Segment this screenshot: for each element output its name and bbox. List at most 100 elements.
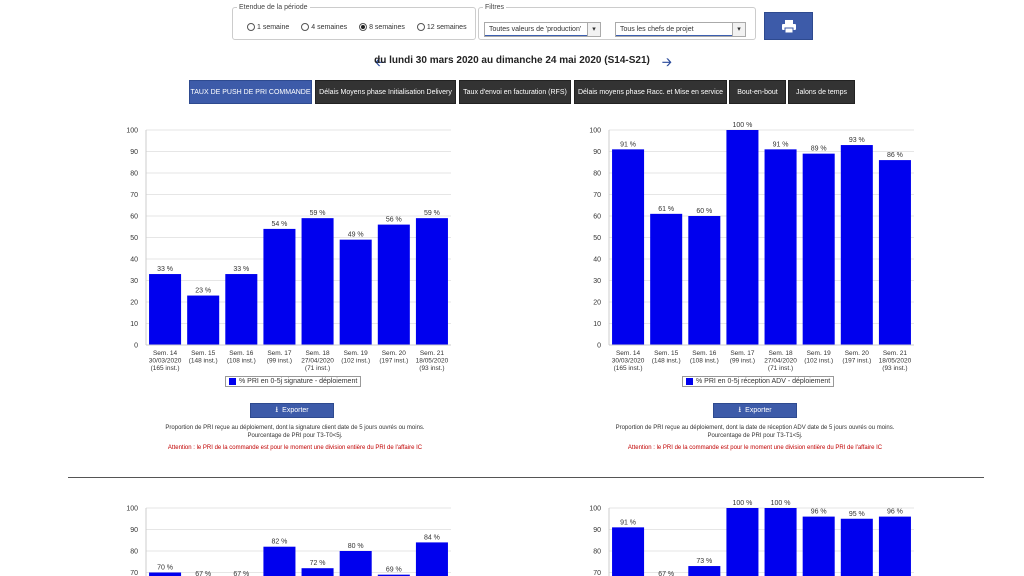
x-tick-line: (71 inst.) <box>768 365 793 372</box>
data-label: 67 % <box>195 571 211 576</box>
y-tick-label: 80 <box>593 549 601 556</box>
x-tick-line: Sem. 19 <box>807 350 832 357</box>
data-label: 100 % <box>771 500 791 507</box>
chart-signature-deploiement: 0 10 20 30 40 50 60 70 80 90 100 33 % 23 % 33 % 54 % 59… <box>126 128 451 372</box>
tab-delais-raccordement[interactable]: Délais moyens phase Racc. et Mise en ser… <box>574 80 727 104</box>
x-tick-line: (108 inst.) <box>690 358 719 365</box>
y-tick-label: 90 <box>593 149 601 156</box>
export-button[interactable]: ⭳ Exporter <box>250 403 334 418</box>
radio-icon[interactable] <box>247 23 255 31</box>
chart-legend-1: % PRI en 0-5j signature - déploiement <box>225 376 362 387</box>
bar <box>840 518 873 576</box>
x-tick-label: Sem. 19 (102 inst.) <box>804 350 833 365</box>
valeurs-select[interactable]: Toutes valeurs de 'production' ▾ <box>484 22 601 37</box>
data-label: 96 % <box>887 509 903 516</box>
y-tick-label: 90 <box>593 527 601 534</box>
y-tick-label: 80 <box>593 171 601 178</box>
x-tick-line: 30/03/2020 <box>612 358 645 365</box>
bar <box>612 527 645 576</box>
radio-icon[interactable] <box>301 23 310 31</box>
y-tick-label: 20 <box>593 300 601 307</box>
print-button[interactable] <box>764 12 813 40</box>
chart-lower-right: 70 80 90 100 91 % 67 % 73 % 100 % 100 % 96 % 95 % 9… <box>589 500 914 576</box>
data-label: 84 % <box>424 534 440 541</box>
x-tick-label: Sem. 14 30/03/2020 (165 inst.) <box>612 350 645 372</box>
section-divider <box>68 477 984 478</box>
legend-swatch <box>686 378 693 385</box>
radio-12-semaines[interactable]: 12 semaines <box>416 23 467 31</box>
y-tick-label: 50 <box>130 235 138 242</box>
data-label: 23 % <box>195 288 211 295</box>
next-period-arrow-icon[interactable]: 🡢 <box>662 55 672 69</box>
x-tick-line: Sem. 16 <box>692 350 717 357</box>
download-icon: ⭳ <box>738 404 742 414</box>
x-tick-label: Sem. 16 (108 inst.) <box>690 350 719 365</box>
data-label: 82 % <box>271 539 287 546</box>
y-tick-label: 80 <box>130 171 138 178</box>
bar <box>149 274 182 345</box>
data-label: 95 % <box>849 511 865 518</box>
bar <box>764 149 797 345</box>
chevron-down-icon[interactable]: ▾ <box>732 23 745 36</box>
x-tick-line: Sem. 14 <box>153 350 178 357</box>
data-label: 91 % <box>620 141 636 148</box>
data-label: 70 % <box>157 565 173 572</box>
y-tick-label: 100 <box>589 506 601 513</box>
bar <box>840 145 873 345</box>
data-label: 72 % <box>310 560 326 567</box>
chefs-select[interactable]: Tous les chefs de projet ▾ <box>615 22 746 37</box>
radio-1-semaine[interactable]: 1 semaine <box>247 23 289 31</box>
y-tick-label: 70 <box>593 570 601 576</box>
radio-4-semaines[interactable]: 4 semaines <box>301 23 347 31</box>
x-tick-line: Sem. 20 <box>845 350 870 357</box>
x-tick-label: Sem. 19 (102 inst.) <box>341 350 370 365</box>
period-title: du lundi 30 mars 2020 au dimanche 24 mai… <box>374 55 650 66</box>
data-label: 59 % <box>310 210 326 217</box>
x-tick-line: (165 inst.) <box>151 365 180 372</box>
chart-lower-left: 70 80 90 100 70 % 67 % 67 % 82 % 72 % 80 % 69 % 84 … <box>126 506 451 576</box>
x-tick-label: Sem. 17 (99 inst.) <box>267 350 292 365</box>
x-tick-line: Sem. 18 <box>305 350 330 357</box>
tab-taux-envoi-facturation[interactable]: Taux d'envoi en facturation (RFS) <box>459 80 571 104</box>
radio-8-semaines[interactable]: 8 semaines <box>359 23 405 31</box>
bar <box>263 228 296 345</box>
data-label: 100 % <box>733 500 753 507</box>
tab-jalons-de-temps[interactable]: Jalons de temps <box>788 80 855 104</box>
x-tick-line: Sem. 21 <box>883 350 908 357</box>
x-tick-line: 18/05/2020 <box>416 358 449 365</box>
data-label: 33 % <box>233 266 249 273</box>
export-button[interactable]: ⭳ Exporter <box>713 403 797 418</box>
x-tick-label: Sem. 14 30/03/2020 (165 inst.) <box>149 350 182 372</box>
tab-taux-push-pri[interactable]: TAUX DE PUSH DE PRI COMMANDE <box>189 80 312 104</box>
data-label: 67 % <box>658 571 674 576</box>
chart-description-2: Proportion de PRI reçue au déploiement, … <box>615 425 895 439</box>
x-tick-label: Sem. 20 (197 inst.) <box>379 350 408 365</box>
x-tick-line: (148 inst.) <box>189 358 218 365</box>
y-tick-label: 0 <box>597 343 601 350</box>
bar <box>878 516 911 576</box>
radio-icon-checked[interactable] <box>359 23 368 31</box>
filtres-legend: Filtres <box>485 4 505 11</box>
x-tick-line: Sem. 14 <box>616 350 641 357</box>
bar <box>339 551 372 576</box>
x-tick-line: Sem. 16 <box>229 350 254 357</box>
y-tick-label: 30 <box>593 278 601 285</box>
bar <box>802 516 835 576</box>
y-tick-label: 40 <box>593 257 601 264</box>
filtres-fieldset: Filtres <box>478 4 756 40</box>
previous-period-arrow-icon[interactable]: 🡠 <box>375 55 385 69</box>
tab-delais-initialisation[interactable]: Délais Moyens phase Initialisation Deliv… <box>315 80 456 104</box>
bar <box>225 274 258 345</box>
chevron-down-icon[interactable]: ▾ <box>587 23 600 36</box>
chart-warning-2: Attention : le PRI de la commande est po… <box>627 445 883 451</box>
bar <box>149 572 182 576</box>
data-label: 100 % <box>733 122 753 129</box>
x-tick-line: (102 inst.) <box>341 358 370 365</box>
x-tick-label: Sem. 21 18/05/2020 (93 inst.) <box>879 350 912 372</box>
bar <box>377 224 410 345</box>
radio-icon[interactable] <box>416 23 425 31</box>
y-tick-label: 10 <box>130 321 138 328</box>
y-tick-label: 10 <box>593 321 601 328</box>
tab-bout-en-bout[interactable]: Bout-en-bout <box>729 80 786 104</box>
x-tick-line: (165 inst.) <box>614 365 643 372</box>
